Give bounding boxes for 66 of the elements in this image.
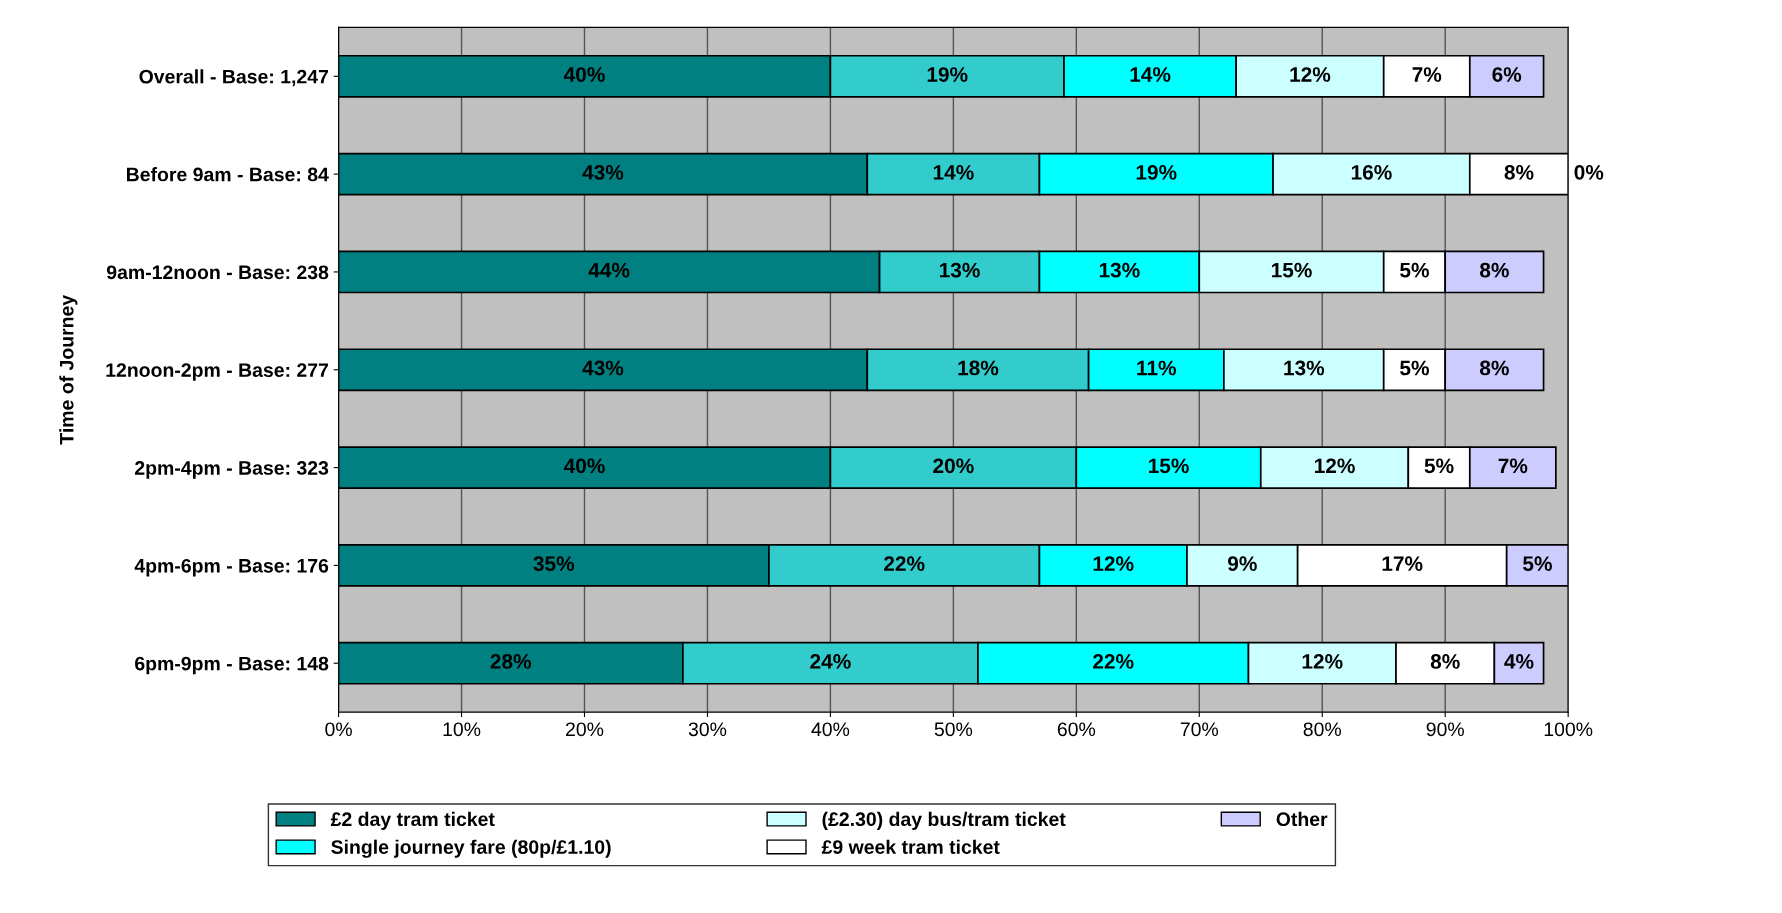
y-axis-title: Time of Journey [59, 294, 78, 445]
data-label: 44% [588, 262, 630, 278]
data-label: 5% [1400, 360, 1429, 376]
x-tick-label: 40% [811, 722, 850, 737]
data-label: 13% [939, 262, 980, 278]
data-label: 43% [582, 164, 624, 180]
y-tick-label: Overall - Base: 1,247 [139, 69, 329, 87]
data-label: 7% [1412, 67, 1442, 82]
data-label: 24% [810, 654, 851, 669]
x-tick-label: 0% [325, 722, 352, 737]
data-label: 5% [1400, 262, 1429, 278]
data-label: 40% [563, 67, 605, 82]
x-tick-label: 60% [1057, 722, 1096, 737]
data-label: 12% [1302, 654, 1343, 669]
data-label: 9% [1227, 556, 1257, 571]
data-label: 11% [1137, 360, 1176, 376]
legend-label: Single journey fare (80p/£1.10) [331, 839, 611, 858]
x-tick-label: 70% [1180, 722, 1219, 737]
y-tick-label: 12noon-2pm - Base: 277 [106, 363, 329, 381]
data-label: 14% [933, 165, 974, 180]
x-tick-label: 80% [1303, 722, 1342, 737]
data-label: 4% [1504, 654, 1534, 669]
x-tick-label: 30% [688, 722, 727, 737]
data-label: 28% [490, 654, 532, 669]
x-tick-label: 90% [1426, 722, 1464, 737]
legend-label: Other [1276, 811, 1328, 827]
data-label: 35% [533, 556, 575, 572]
x-tick-label: 20% [566, 722, 604, 737]
data-label: 12% [1315, 458, 1355, 474]
x-tick-label: 10% [443, 722, 481, 737]
data-label: 6% [1492, 67, 1522, 82]
data-label: 7% [1498, 458, 1528, 474]
y-tick-label: 9am-12noon - Base: 238 [106, 265, 329, 280]
data-label: 16% [1351, 164, 1392, 180]
data-label: 19% [1136, 164, 1177, 180]
data-label: 5% [1424, 458, 1454, 474]
data-label: 5% [1523, 556, 1552, 571]
data-label: 40% [563, 458, 605, 474]
data-label: 15% [1149, 458, 1189, 474]
data-label: 13% [1284, 360, 1325, 376]
legend-label: £2 day tram ticket [330, 811, 495, 830]
y-tick-label: 4pm-6pm - Base: 176 [134, 558, 329, 577]
data-label: 12% [1093, 556, 1134, 571]
x-tick-label: 50% [934, 722, 973, 737]
data-label: 12% [1290, 67, 1331, 82]
data-label: 8% [1479, 262, 1509, 278]
x-tick-label: 100% [1544, 722, 1593, 737]
y-tick-label: 2pm-4pm - Base: 323 [135, 461, 329, 479]
data-label: 18% [958, 360, 999, 376]
data-label: 19% [927, 67, 968, 82]
legend-label: £9 week tram ticket [821, 839, 1000, 854]
data-label: 22% [884, 556, 925, 571]
data-label: 8% [1430, 654, 1460, 669]
data-label: 14% [1130, 67, 1171, 82]
data-label: 8% [1479, 360, 1509, 376]
y-tick-label: Before 9am - Base: 84 [126, 167, 329, 182]
data-label: 22% [1093, 654, 1134, 669]
y-tick-label: 6pm-9pm - Base: 148 [135, 656, 329, 675]
data-label: 17% [1382, 556, 1423, 571]
data-label: 8% [1504, 164, 1534, 180]
data-label: 43% [582, 360, 624, 376]
data-label: 20% [933, 458, 974, 474]
data-label: 13% [1099, 262, 1140, 278]
data-label: 15% [1271, 262, 1312, 278]
data-label: 0% [1574, 164, 1604, 180]
legend-label: (£2.30) day bus/tram ticket [822, 811, 1066, 830]
